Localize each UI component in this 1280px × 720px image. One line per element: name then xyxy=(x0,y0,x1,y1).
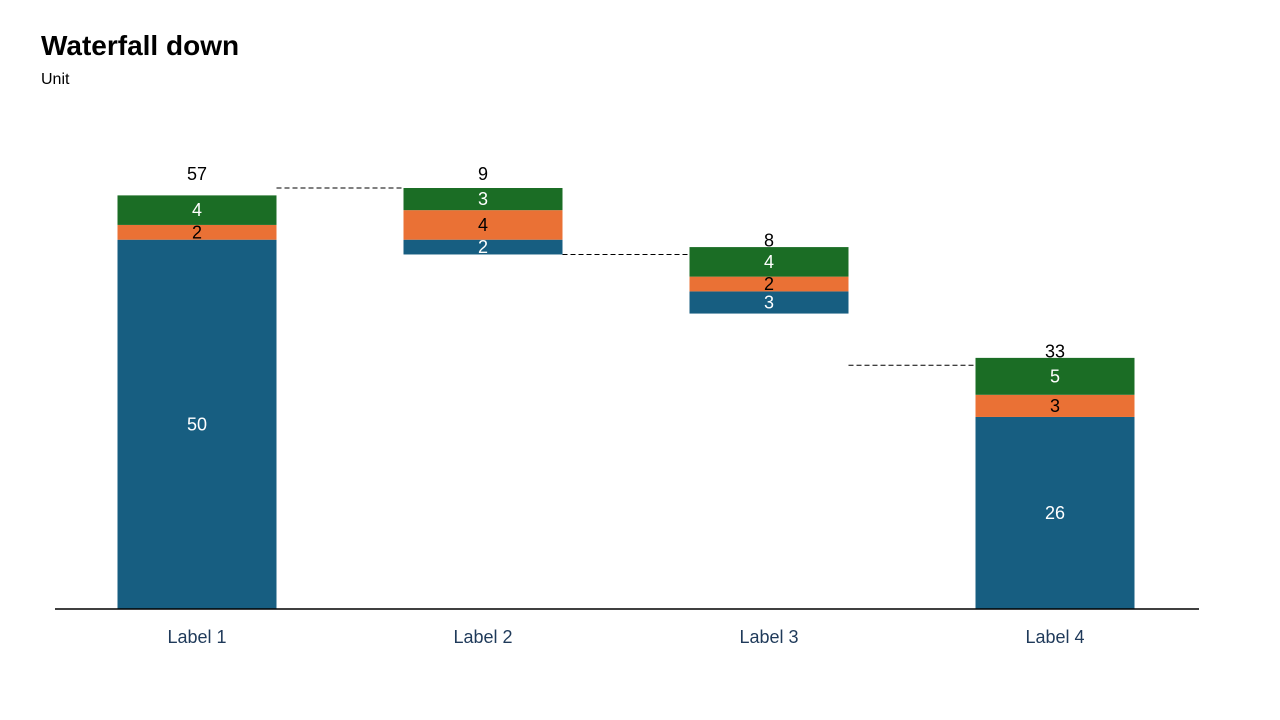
x-tick-label: Label 4 xyxy=(1025,627,1084,647)
bar-segment xyxy=(117,195,277,225)
total-value-label: 57 xyxy=(187,164,207,184)
bar-segment xyxy=(975,416,1135,609)
segment-value-label: 3 xyxy=(478,189,488,209)
bar-segment xyxy=(689,291,849,314)
bar-segment xyxy=(403,239,563,255)
segment-value-label: 2 xyxy=(192,222,202,242)
bar-segment xyxy=(403,188,563,211)
bar-segment xyxy=(689,276,849,292)
segment-value-label: 26 xyxy=(1045,503,1065,523)
chart-title: Waterfall down xyxy=(41,30,240,61)
connectors-layer xyxy=(276,187,976,366)
x-tick-label: Label 1 xyxy=(167,627,226,647)
bar-segment xyxy=(117,239,277,609)
segment-value-label: 50 xyxy=(187,414,207,434)
bar-segment xyxy=(117,224,277,240)
segment-value-label: 3 xyxy=(764,292,774,312)
segment-value-label: 4 xyxy=(192,200,202,220)
x-tick-label: Label 3 xyxy=(739,627,798,647)
total-value-label: 9 xyxy=(478,164,488,184)
segment-value-label: 2 xyxy=(478,237,488,257)
bars-layer xyxy=(117,188,1135,609)
segment-value-label: 5 xyxy=(1050,366,1060,386)
bar-segment xyxy=(975,394,1135,417)
segment-value-label: 3 xyxy=(1050,396,1060,416)
segment-value-label: 2 xyxy=(764,274,774,294)
x-tick-label: Label 2 xyxy=(453,627,512,647)
total-value-label: 8 xyxy=(764,230,774,250)
chart-subtitle: Unit xyxy=(41,71,70,88)
bar-segment xyxy=(975,357,1135,395)
bar-segment xyxy=(689,247,849,277)
bar-segment xyxy=(403,210,563,240)
total-value-label: 33 xyxy=(1045,341,1065,361)
segment-value-label: 4 xyxy=(478,215,488,235)
segment-value-label: 4 xyxy=(764,252,774,272)
